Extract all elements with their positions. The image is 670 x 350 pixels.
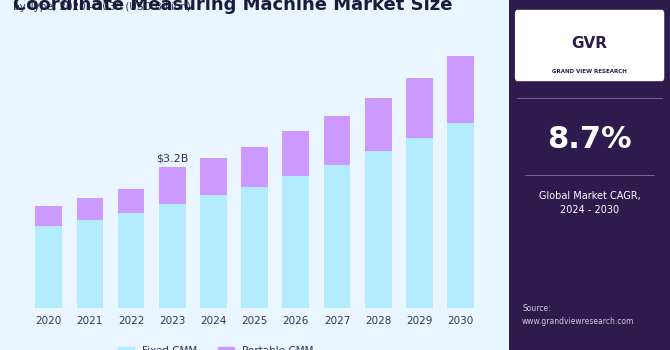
Bar [200,158,227,195]
Bar [282,176,309,308]
Bar [159,204,186,308]
Bar [364,151,391,308]
Bar [324,164,350,308]
Text: GRAND VIEW RESEARCH: GRAND VIEW RESEARCH [552,69,627,74]
Text: 8.7%: 8.7% [547,126,632,154]
Bar [406,78,433,138]
Text: Global Market CAGR,
2024 - 2030: Global Market CAGR, 2024 - 2030 [539,191,641,215]
Text: $3.2B: $3.2B [155,153,188,163]
Bar [241,147,268,187]
Bar [447,122,474,308]
Bar [159,167,186,204]
Legend: Fixed CMM, Portable CMM: Fixed CMM, Portable CMM [114,342,318,350]
Bar [118,213,145,308]
Bar [447,56,474,122]
Bar [118,189,145,213]
Bar [241,187,268,308]
Text: by Type, 2020 - 2030 (USD Billion): by Type, 2020 - 2030 (USD Billion) [13,2,191,12]
Text: Source:
www.grandviewresearch.com: Source: www.grandviewresearch.com [522,304,634,326]
Bar [76,198,103,220]
Text: GVR: GVR [572,36,608,51]
Bar [324,116,350,164]
Bar [36,226,62,308]
Bar [200,195,227,308]
Bar [76,220,103,308]
FancyBboxPatch shape [516,10,663,80]
Bar [364,98,391,151]
Bar [36,206,62,226]
Bar [282,131,309,176]
Text: Coordinate Measuring Machine Market Size: Coordinate Measuring Machine Market Size [13,0,453,14]
Bar [406,138,433,308]
